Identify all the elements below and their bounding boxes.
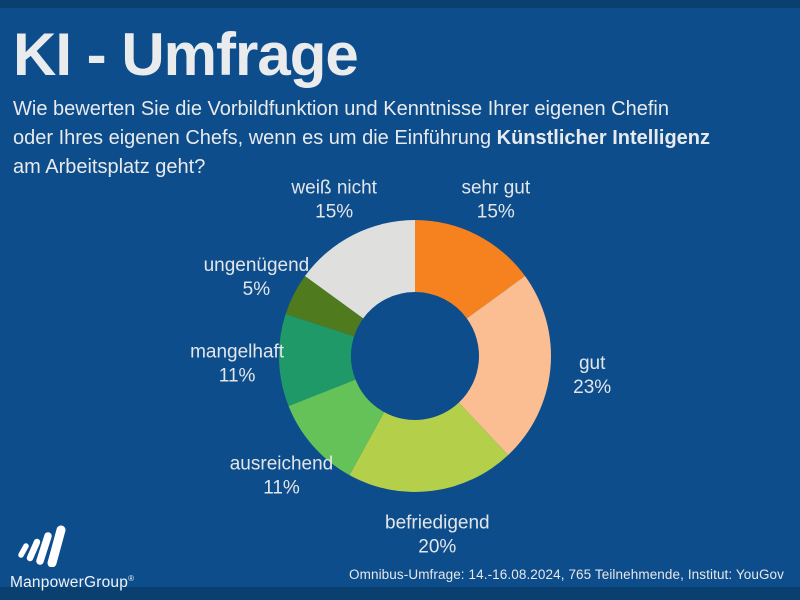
brand-name: ManpowerGroup® — [10, 574, 135, 592]
bottom-edge-band — [0, 587, 800, 600]
slice-value-label: 15% — [477, 201, 515, 222]
slice-category-label: ausreichend — [230, 454, 334, 475]
registered-mark: ® — [128, 574, 135, 583]
brand-logo: ManpowerGroup® — [10, 521, 160, 592]
slice-value-label: 11% — [219, 366, 256, 387]
donut-segment-sehr-gut — [415, 220, 526, 319]
slice-category-label: befriedigend — [385, 513, 490, 534]
donut-segment-befriedigend — [349, 402, 509, 493]
page-title: KI - Umfrage — [13, 21, 359, 88]
donut-segment-mangelhaft — [279, 313, 356, 407]
slice-category-label: weiß nicht — [290, 177, 377, 198]
slice-category-label: ungenügend — [204, 255, 310, 276]
slice-value-label: 20% — [418, 537, 456, 558]
slice-value-label: 11% — [263, 478, 300, 499]
question-line-2: oder Ihres eigenen Chefs, wenn es um die… — [13, 127, 710, 149]
slice-category-label: mangelhaft — [190, 342, 285, 363]
manpowergroup-logo-icon — [18, 525, 66, 568]
header: KI - Umfrage Wie bewerten Sie die Vorbil… — [13, 22, 793, 182]
top-edge-band — [0, 0, 800, 8]
slice-value-label: 15% — [315, 201, 353, 222]
slice-category-label: sehr gut — [461, 177, 530, 198]
survey-question: Wie bewerten Sie die Vorbildfunktion und… — [13, 95, 793, 182]
question-line-3: am Arbeitsplatz geht? — [13, 156, 206, 178]
donut-segment-wei-nicht — [304, 220, 415, 319]
donut-segment-ausreichend — [288, 379, 385, 476]
question-line-1: Wie bewerten Sie die Vorbildfunktion und… — [13, 98, 669, 120]
donut-segment-gut — [458, 276, 552, 456]
question-bold-phrase: Künstlicher Intelligenz — [496, 127, 710, 149]
source-note: Omnibus-Umfrage: 14.-16.08.2024, 765 Tei… — [349, 567, 784, 582]
donut-segment-ungen-gend — [285, 276, 364, 337]
slice-value-label: 5% — [243, 279, 271, 300]
slice-value-label: 23% — [573, 377, 611, 398]
slice-category-label: gut — [579, 353, 606, 374]
